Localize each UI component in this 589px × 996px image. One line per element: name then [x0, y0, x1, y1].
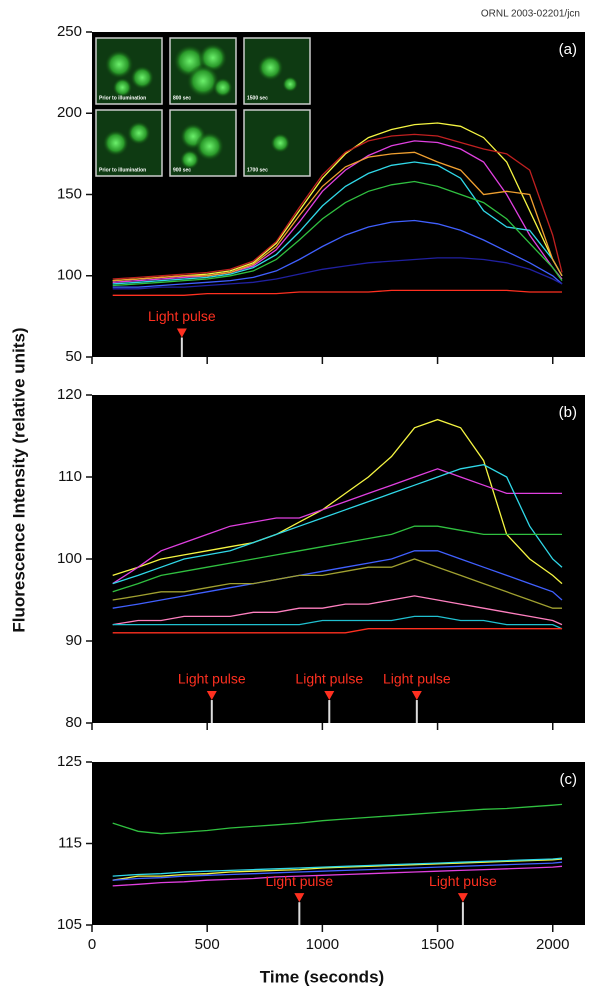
plot-area: [92, 395, 585, 723]
inset-image: Prior to illumination: [95, 109, 163, 177]
series-line: [112, 525, 562, 593]
x-tick-label: 0: [88, 936, 96, 953]
inset-blob: [270, 133, 291, 153]
pulse-arrow: [457, 893, 468, 903]
pulse-label: Light pulse: [429, 873, 497, 889]
panel-label: (a): [559, 41, 577, 58]
inset-image: 900 sec: [169, 109, 237, 177]
inset-caption: 800 sec: [173, 95, 191, 101]
series-line: [112, 418, 563, 585]
series-line: [112, 595, 563, 626]
pulse-arrow: [176, 328, 187, 338]
inset-blob: [195, 131, 225, 161]
series-line: [112, 628, 562, 634]
x-tick-label: 500: [195, 936, 220, 953]
series-line: [112, 133, 563, 280]
inset-caption: 900 sec: [173, 167, 191, 173]
inset-image: Prior to illumination: [95, 37, 163, 105]
series-line: [112, 615, 563, 630]
y-tick-label: 115: [58, 834, 82, 851]
series-line: [112, 865, 563, 887]
y-tick-label: 105: [57, 916, 82, 933]
x-axis-label: Time (seconds): [260, 967, 384, 986]
inset-blob: [102, 129, 129, 157]
pulse-label: Light pulse: [148, 308, 216, 324]
series-line: [112, 803, 563, 835]
y-tick-label: 100: [57, 550, 82, 567]
panel-label: (b): [559, 404, 577, 421]
inset-caption: 1700 sec: [247, 167, 268, 173]
inset-blob: [130, 65, 155, 90]
y-tick-label: 200: [57, 104, 82, 121]
series-line: [112, 858, 563, 881]
series-line: [112, 857, 563, 877]
pulse-label: Light pulse: [295, 671, 363, 687]
x-tick-label: 1500: [421, 936, 454, 953]
y-tick-label: 90: [65, 632, 82, 649]
inset-caption: Prior to illumination: [99, 167, 146, 173]
y-tick-label: 50: [65, 348, 82, 365]
pulse-arrow: [411, 691, 422, 701]
plot-area: [92, 762, 585, 925]
y-tick-label: 100: [57, 267, 82, 284]
inset-blob: [186, 64, 220, 98]
inset-blob: [112, 77, 133, 98]
series-line: [112, 219, 563, 288]
series-line: [112, 140, 563, 283]
series-line: [112, 558, 562, 609]
inset-caption: Prior to illumination: [99, 95, 146, 101]
inset-image: 1500 sec: [243, 37, 311, 105]
pulse-arrow: [206, 691, 217, 701]
series-line: [112, 861, 563, 881]
series-line: [112, 550, 563, 609]
y-tick-label: 150: [57, 185, 82, 202]
pulse-arrow: [324, 691, 335, 701]
series-line: [112, 180, 563, 287]
y-tick-label: 80: [65, 714, 82, 731]
y-axis-label: Fluorescence Intensity (relative units): [9, 327, 28, 632]
pulse-label: Light pulse: [383, 671, 451, 687]
series-line: [112, 468, 562, 585]
inset-blob: [104, 49, 134, 79]
x-tick-label: 2000: [536, 936, 569, 953]
inset-image: 1700 sec: [243, 109, 311, 177]
y-tick-label: 110: [58, 468, 82, 485]
credit: ORNL 2003-02201/jcn: [481, 9, 580, 20]
series-line: [112, 257, 563, 290]
pulse-label: Light pulse: [178, 671, 246, 687]
inset-blob: [179, 149, 200, 170]
inset-blob: [282, 76, 299, 93]
inset-caption: 1500 sec: [247, 95, 268, 101]
series-line: [112, 161, 563, 285]
pulse-label: Light pulse: [265, 873, 333, 889]
y-tick-label: 120: [57, 386, 82, 403]
inset-blob: [212, 77, 233, 98]
panel-label: (c): [560, 771, 578, 788]
series-line: [112, 289, 562, 296]
inset-blob: [127, 121, 151, 145]
pulse-arrow: [294, 893, 305, 903]
inset-blob: [257, 54, 284, 81]
x-tick-label: 1000: [306, 936, 339, 953]
y-tick-label: 250: [57, 23, 82, 40]
series-line: [112, 464, 563, 585]
series-line: [112, 151, 563, 282]
inset-image: 800 sec: [169, 37, 237, 105]
inset-frame: [169, 109, 237, 177]
y-tick-label: 125: [57, 753, 82, 770]
